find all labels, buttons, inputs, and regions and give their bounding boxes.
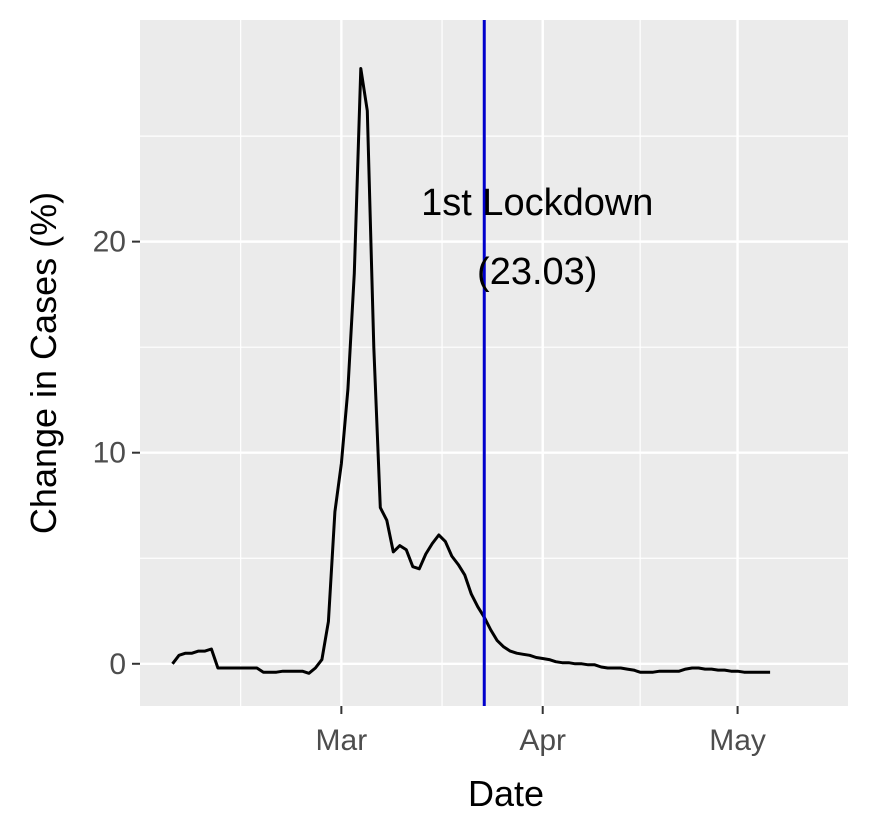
y-tick-label: 20 bbox=[93, 226, 126, 259]
y-axis-title: Change in Cases (%) bbox=[23, 192, 64, 534]
annotation-line-2: (23.03) bbox=[477, 251, 597, 293]
y-tick-label: 0 bbox=[109, 648, 126, 681]
minor-gridlines bbox=[140, 20, 848, 706]
plot-panel bbox=[140, 20, 848, 706]
x-axis: Mar Apr May bbox=[316, 706, 766, 757]
series-points bbox=[172, 68, 771, 674]
series-line bbox=[171, 67, 771, 675]
x-tick-label: May bbox=[709, 724, 766, 757]
x-axis-title: Date bbox=[468, 773, 544, 814]
x-tick-label: Mar bbox=[316, 724, 368, 757]
y-axis: 0 10 20 bbox=[93, 226, 140, 681]
y-tick-label: 10 bbox=[93, 437, 126, 470]
major-gridlines bbox=[140, 20, 848, 706]
x-tick-label: Apr bbox=[519, 724, 566, 757]
annotation-line-1: 1st Lockdown bbox=[421, 182, 653, 224]
